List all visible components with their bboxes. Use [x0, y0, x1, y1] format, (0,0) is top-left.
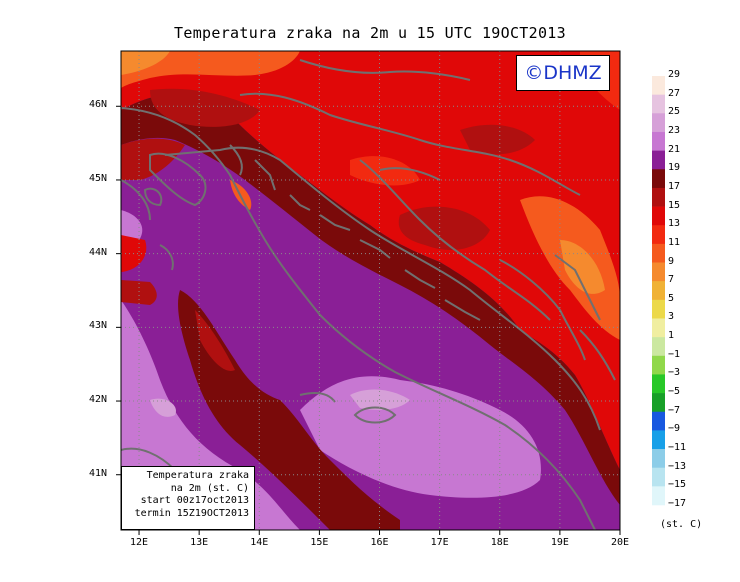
colorbar-label: 11: [668, 236, 681, 248]
colorbar-label: −3: [668, 367, 681, 379]
x-tick-label: 13E: [190, 537, 209, 548]
coastal-warm-zone: [121, 94, 620, 505]
colorbar-label: 3: [668, 311, 675, 323]
colorbar-label: −17: [668, 498, 687, 509]
colorbar-units: (st. C): [660, 519, 703, 530]
colorbar-swatch: [652, 374, 665, 394]
colorbar-label: −5: [668, 386, 681, 398]
colorbar-swatch: [652, 430, 665, 450]
colorbar-label: 23: [668, 124, 681, 136]
y-tick-label: 44N: [89, 246, 108, 258]
coastal-warm-zone: [195, 310, 235, 371]
colorbar-label: −1: [668, 348, 681, 360]
x-tick-label: 17E: [430, 537, 449, 548]
colorbar-label: 1: [668, 330, 675, 342]
info-line: termin 15Z19OCT2013: [134, 507, 249, 519]
colorbar-label: 9: [668, 255, 675, 267]
colorbar-swatch: [652, 318, 665, 338]
interior-cool-zone: [560, 240, 605, 294]
colorbar-label: −15: [668, 479, 687, 491]
y-tick-label: 45N: [89, 172, 108, 184]
colorbar-label: −9: [668, 423, 681, 435]
colorbar-swatch: [652, 150, 665, 170]
info-box: Temperatura zraka na 2m (st. C) start 00…: [121, 466, 255, 530]
colorbar-swatch: [652, 113, 665, 133]
x-tick-label: 14E: [250, 537, 269, 548]
x-tick-label: 12E: [130, 537, 149, 548]
colorbar-swatch: [652, 131, 665, 151]
map-frame: [120, 50, 621, 531]
dhmz-logo: ©DHMZ: [516, 55, 610, 91]
colorbar-label: 17: [668, 180, 681, 192]
colorbar-swatch: [652, 486, 665, 506]
colorbar-swatch: [652, 411, 665, 431]
colorbar-label: 5: [668, 292, 675, 304]
colorbar-swatch: [652, 225, 665, 245]
x-tick-label: 15E: [310, 537, 329, 548]
colorbar-swatch: [652, 76, 665, 95]
y-tick-label: 42N: [89, 394, 108, 406]
colorbar-label: 21: [668, 143, 681, 155]
x-tick-label: 20E: [610, 537, 630, 548]
y-tick-label: 46N: [89, 99, 108, 111]
inland-warm-zone: [398, 206, 490, 250]
colorbar-swatch: [652, 281, 665, 301]
colorbar-swatch: [652, 299, 665, 319]
colorbar-label: 27: [668, 87, 681, 99]
colorbar-label: −7: [668, 404, 681, 416]
colorbar-swatch: [652, 94, 665, 114]
inland-warm-zone: [150, 88, 260, 127]
temperature-field: [121, 51, 620, 530]
colorbar-swatch: [652, 393, 665, 413]
interior-cool-zone: [121, 51, 300, 88]
colorbar-label: 7: [668, 274, 675, 286]
interior-cool-zone: [121, 51, 170, 75]
y-tick-label: 41N: [89, 467, 108, 479]
colorbar-label: −13: [668, 460, 687, 472]
y-tick-label: 43N: [89, 320, 108, 332]
colorbar-swatch: [652, 262, 665, 282]
inland-warm-zone: [460, 124, 535, 155]
map-title: Temperatura zraka na 2m u 15 UTC 19OCT20…: [174, 24, 566, 42]
colorbar-label: 15: [668, 199, 681, 211]
colorbar: [652, 76, 665, 506]
colorbar-swatch: [652, 467, 665, 487]
colorbar-label: 29: [668, 69, 681, 80]
colorbar-label: 19: [668, 162, 681, 174]
colorbar-swatch: [652, 355, 665, 375]
colorbar-label: −11: [668, 442, 687, 454]
colorbar-swatch: [652, 206, 665, 226]
interior-cool-zone: [350, 156, 420, 186]
colorbar-swatch: [652, 243, 665, 263]
coastlines: [121, 59, 616, 530]
coastal-warm-zone: [121, 138, 185, 180]
x-tick-label: 16E: [370, 537, 389, 548]
colorbar-swatch: [652, 187, 665, 207]
x-tick-label: 18E: [490, 537, 509, 548]
info-line: na 2m (st. C): [170, 482, 249, 494]
coastal-warm-zone: [178, 290, 400, 530]
sea-warmest-zone: [150, 398, 176, 417]
axis-ticks: [116, 105, 621, 535]
colorbar-label: 25: [668, 106, 681, 118]
colorbar-label: 13: [668, 218, 681, 230]
info-line: Temperatura zraka: [146, 470, 249, 481]
info-line: start 00z17oct2013: [140, 495, 249, 506]
colorbar-swatch: [652, 169, 665, 189]
colorbar-swatch: [652, 449, 665, 468]
x-tick-label: 19E: [550, 537, 569, 548]
coastal-warm-zone: [121, 280, 157, 305]
colorbar-swatch: [652, 337, 665, 357]
